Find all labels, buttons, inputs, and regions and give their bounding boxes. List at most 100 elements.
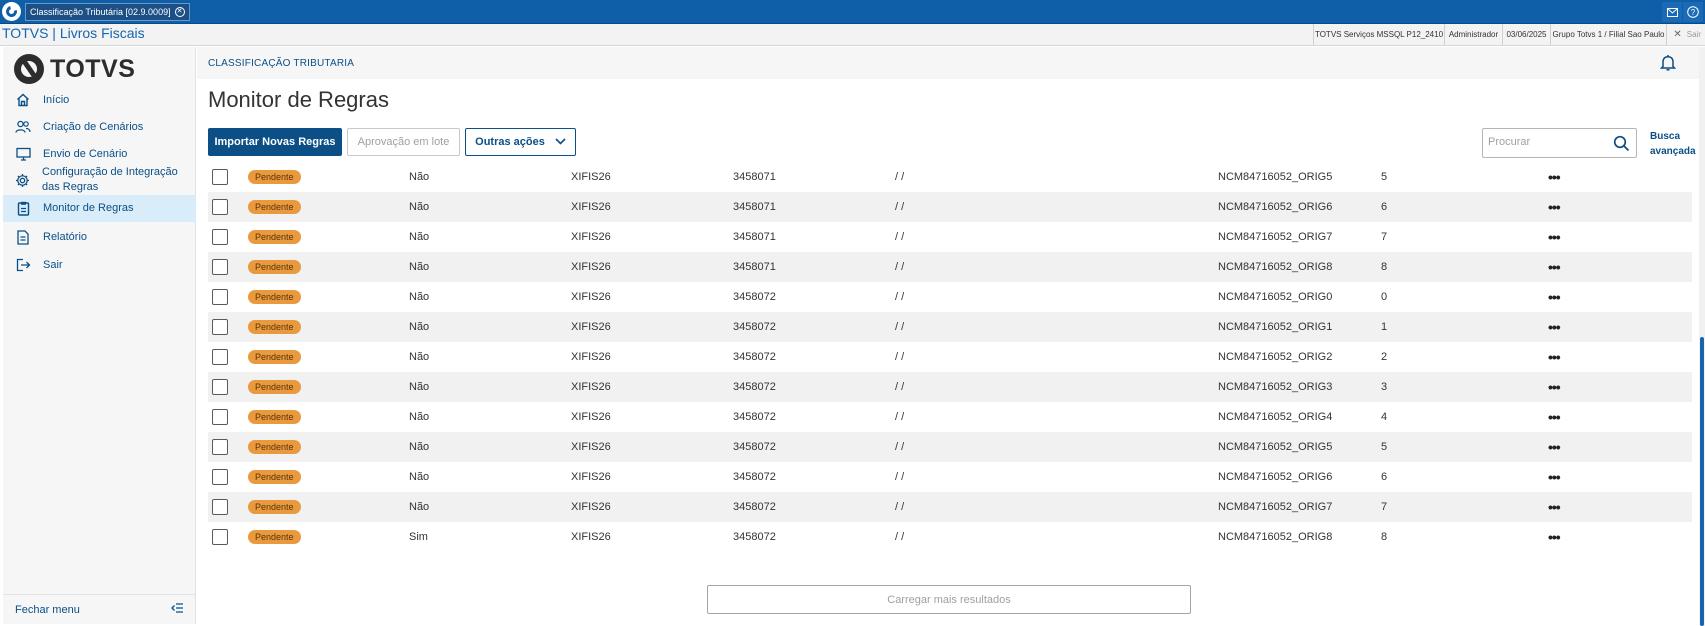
help-icon[interactable]: ? <box>1683 2 1703 22</box>
cell-rule: NCM84716052_ORIG8 <box>1218 261 1333 273</box>
row-checkbox[interactable] <box>212 409 228 425</box>
sidebar-item-sair[interactable]: Sair <box>3 252 196 278</box>
table-row: Pendente Não XIFIS26 3458071 / / NCM84716052_… <box>208 192 1692 222</box>
more-options-icon[interactable]: ••• <box>1548 529 1561 545</box>
status-cell: Pendente <box>248 168 301 192</box>
title-bar: Classificação Tributária [02.9.0009] ✕ ? <box>0 0 1705 24</box>
breadcrumb[interactable]: CLASSIFICAÇÃO TRIBUTARIA <box>208 58 355 69</box>
load-more-button[interactable]: Carregar mais resultados <box>707 585 1191 614</box>
sidebar-item-inicio[interactable]: Início <box>3 87 196 113</box>
cell-flag: Não <box>409 351 430 363</box>
window-tab[interactable]: Classificação Tributária [02.9.0009] ✕ <box>25 3 190 21</box>
search-icon[interactable] <box>1613 135 1630 152</box>
cell-code: XIFIS26 <box>571 531 611 543</box>
row-actions-cell: ••• <box>1548 222 1561 252</box>
sidebar-item-monitor-regras[interactable]: Monitor de Regras <box>3 195 196 222</box>
cell-number: 3458072 <box>733 531 776 543</box>
row-checkbox[interactable] <box>212 379 228 395</box>
sidebar-item-configuracao-integracao[interactable]: Configuração de Integração das Regras <box>3 165 196 195</box>
other-actions-button[interactable]: Outras ações <box>465 128 576 156</box>
cell-number: 3458072 <box>733 351 776 363</box>
status-badge: Pendente <box>248 410 301 424</box>
status-cell: Pendente <box>248 342 301 372</box>
row-checkbox[interactable] <box>212 469 228 485</box>
totvs-logo: TOTVS <box>14 54 135 84</box>
more-options-icon[interactable]: ••• <box>1548 409 1561 425</box>
more-options-icon[interactable]: ••• <box>1548 439 1561 455</box>
row-checkbox[interactable] <box>212 319 228 335</box>
more-options-icon[interactable]: ••• <box>1548 379 1561 395</box>
row-select-cell <box>212 282 228 312</box>
row-checkbox[interactable] <box>212 349 228 365</box>
row-checkbox[interactable] <box>212 169 228 185</box>
more-options-icon[interactable]: ••• <box>1548 319 1561 335</box>
more-options-icon[interactable]: ••• <box>1548 169 1561 185</box>
cell-code: XIFIS26 <box>571 381 611 393</box>
sidebar-item-criacao-cenarios[interactable]: Criação de Cenários <box>3 114 196 140</box>
close-menu-button[interactable]: Fechar menu <box>3 594 196 624</box>
row-checkbox[interactable] <box>212 229 228 245</box>
cell-code: XIFIS26 <box>571 231 611 243</box>
cell-date: / / <box>895 291 905 303</box>
logout-button[interactable]: ✕ Sair <box>1666 24 1701 45</box>
sidebar-item-envio-cenario[interactable]: Envio de Cenário <box>3 141 196 167</box>
more-options-icon[interactable]: ••• <box>1548 349 1561 365</box>
scrollbar[interactable] <box>1699 47 1705 626</box>
row-checkbox[interactable] <box>212 259 228 275</box>
page-title: Monitor de Regras <box>208 87 389 112</box>
row-checkbox[interactable] <box>212 499 228 515</box>
status-badge: Pendente <box>248 530 301 544</box>
more-options-icon[interactable]: ••• <box>1548 259 1561 275</box>
row-checkbox[interactable] <box>212 529 228 545</box>
main-content: CLASSIFICAÇÃO TRIBUTARIA Monitor de Regr… <box>197 47 1705 626</box>
status-badge: Pendente <box>248 350 301 364</box>
status-cell: Pendente <box>248 312 301 342</box>
cell-rule: NCM84716052_ORIG4 <box>1218 411 1333 423</box>
cell-sequence: 2 <box>1381 351 1388 363</box>
close-icon[interactable]: ✕ <box>174 7 185 17</box>
cell-rule: NCM84716052_ORIG7 <box>1218 231 1333 243</box>
row-actions-cell: ••• <box>1548 402 1561 432</box>
advanced-search-link[interactable]: Busca avançada <box>1650 129 1696 159</box>
row-checkbox[interactable] <box>212 439 228 455</box>
status-badge: Pendente <box>248 260 301 274</box>
batch-approval-button[interactable]: Aprovação em lote <box>347 128 460 156</box>
cell-date: / / <box>895 501 905 513</box>
cell-code: XIFIS26 <box>571 291 611 303</box>
status-badge: Pendente <box>248 290 301 304</box>
sidebar: TOTVS Início Criação de Cenários Envio d… <box>3 47 196 624</box>
cell-number: 3458072 <box>733 321 776 333</box>
search-input[interactable] <box>1488 136 1606 148</box>
status-badge: Pendente <box>248 230 301 244</box>
status-cell: Pendente <box>248 252 301 282</box>
scrollbar-thumb[interactable] <box>1700 337 1704 626</box>
search-field[interactable] <box>1482 128 1637 158</box>
sidebar-item-relatorio[interactable]: Relatório <box>3 224 196 250</box>
bell-icon[interactable] <box>1659 54 1677 72</box>
more-options-icon[interactable]: ••• <box>1548 199 1561 215</box>
status-badge: Pendente <box>248 440 301 454</box>
cell-sequence: 1 <box>1381 321 1388 333</box>
import-rules-button[interactable]: Importar Novas Regras <box>208 128 342 156</box>
document-icon <box>15 229 31 245</box>
more-options-icon[interactable]: ••• <box>1548 289 1561 305</box>
cell-flag: Não <box>409 321 430 333</box>
mail-icon[interactable] <box>1662 2 1682 22</box>
status-cell: Pendente <box>248 522 301 552</box>
more-options-icon[interactable]: ••• <box>1548 229 1561 245</box>
main-header: CLASSIFICAÇÃO TRIBUTARIA <box>197 47 1705 79</box>
row-actions-cell: ••• <box>1548 192 1561 222</box>
table-row: Pendente Não XIFIS26 3458072 / / NCM84716052_… <box>208 432 1692 462</box>
more-options-icon[interactable]: ••• <box>1548 499 1561 515</box>
cell-code: XIFIS26 <box>571 501 611 513</box>
row-checkbox[interactable] <box>212 199 228 215</box>
more-options-icon[interactable]: ••• <box>1548 469 1561 485</box>
exit-icon <box>15 257 31 273</box>
sidebar-item-label: Início <box>43 93 70 106</box>
row-checkbox[interactable] <box>212 289 228 305</box>
sidebar-item-label: Relatório <box>43 230 88 243</box>
cell-sequence: 4 <box>1381 411 1388 423</box>
window-tab-label: Classificação Tributária [02.9.0009] <box>30 7 171 17</box>
status-cell: Pendente <box>248 432 301 462</box>
row-actions-cell: ••• <box>1548 282 1561 312</box>
